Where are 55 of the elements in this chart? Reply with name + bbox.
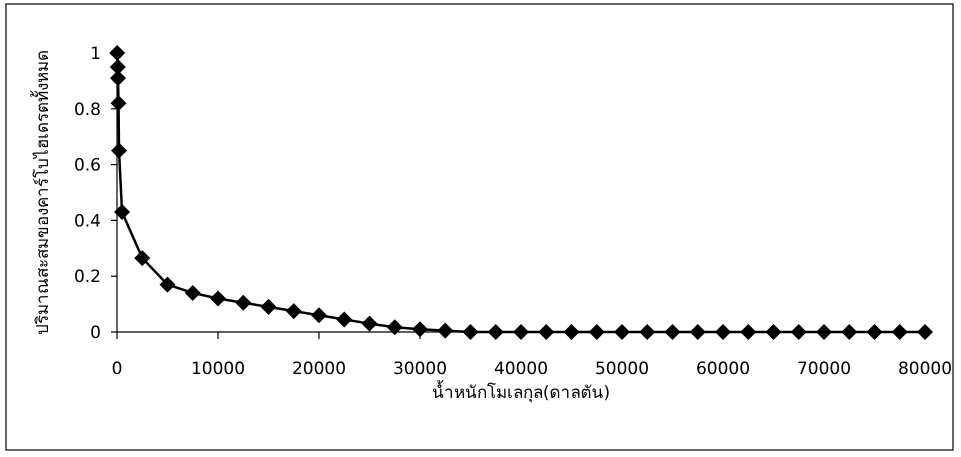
x-tick-label: 70000 [796,359,852,379]
point [134,250,150,266]
point [841,324,858,340]
point [766,324,782,340]
point [790,324,807,340]
x-tick-label: 80000 [898,359,952,379]
point [184,284,201,301]
point [110,70,126,86]
point [892,324,908,340]
point [362,316,378,332]
point [740,324,756,340]
point [111,142,128,159]
point [260,298,276,315]
point [917,324,933,340]
point [564,324,580,340]
x-tick-label: 30000 [392,359,448,379]
x-tick-label: 60000 [696,359,750,379]
point [311,307,327,324]
y-tick-label: 0 [90,323,101,343]
point [160,276,176,293]
point [588,324,605,340]
point [114,204,130,220]
point [614,324,630,340]
point [110,58,126,75]
x-tick-label: 40000 [494,359,548,379]
point [690,324,706,340]
x-tick-label: 50000 [594,359,650,379]
point [386,319,403,336]
y-axis-title: ปริมาณสะสมของคาร์โบไฮเดรตทั้งหมด [30,50,53,335]
point [286,303,302,320]
point [210,290,226,307]
point [412,321,428,338]
point [235,294,252,311]
y-tick-label: 1 [90,44,101,64]
point [513,324,529,340]
point [488,324,504,340]
point [816,324,832,340]
point [866,324,882,340]
point [110,95,127,112]
x-axis-title: น้ำหนักโมเลกุล(ดาลตัน) [432,380,610,403]
point [664,324,680,340]
point [336,311,352,328]
y-tick-label: 0.4 [74,211,101,232]
y-tick-label: 0.6 [74,156,101,176]
x-tick-label: 0 [112,359,122,379]
point [639,324,656,340]
point [462,324,478,340]
point [538,324,554,340]
y-tick-label: 0.2 [74,267,101,288]
point [715,324,731,340]
point [109,45,126,61]
y-tick-label: 0.8 [74,100,101,120]
x-tick-label: 20000 [292,359,346,379]
point [437,322,454,339]
x-tick-label: 10000 [190,359,246,379]
